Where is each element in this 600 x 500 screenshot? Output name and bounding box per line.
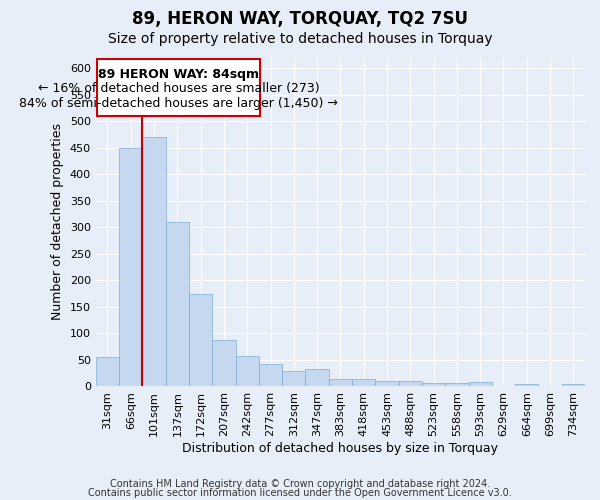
Bar bbox=[166, 222, 189, 386]
Bar bbox=[422, 382, 445, 386]
Bar bbox=[212, 340, 236, 386]
Text: Size of property relative to detached houses in Torquay: Size of property relative to detached ho… bbox=[107, 32, 493, 46]
Text: 89 HERON WAY: 84sqm: 89 HERON WAY: 84sqm bbox=[98, 68, 259, 81]
FancyBboxPatch shape bbox=[97, 58, 260, 116]
Text: Contains HM Land Registry data © Crown copyright and database right 2024.: Contains HM Land Registry data © Crown c… bbox=[110, 479, 490, 489]
Bar bbox=[189, 294, 212, 386]
Bar bbox=[352, 379, 376, 386]
Bar bbox=[376, 381, 398, 386]
Bar bbox=[445, 382, 469, 386]
X-axis label: Distribution of detached houses by size in Torquay: Distribution of detached houses by size … bbox=[182, 442, 499, 455]
Bar bbox=[329, 379, 352, 386]
Bar bbox=[236, 356, 259, 386]
Bar bbox=[142, 137, 166, 386]
Text: 89, HERON WAY, TORQUAY, TQ2 7SU: 89, HERON WAY, TORQUAY, TQ2 7SU bbox=[132, 10, 468, 28]
Text: 84% of semi-detached houses are larger (1,450) →: 84% of semi-detached houses are larger (… bbox=[19, 97, 338, 110]
Bar bbox=[562, 384, 585, 386]
Bar bbox=[305, 370, 329, 386]
Text: Contains public sector information licensed under the Open Government Licence v3: Contains public sector information licen… bbox=[88, 488, 512, 498]
Y-axis label: Number of detached properties: Number of detached properties bbox=[51, 124, 64, 320]
Bar bbox=[96, 358, 119, 386]
Text: ← 16% of detached houses are smaller (273): ← 16% of detached houses are smaller (27… bbox=[38, 82, 319, 96]
Bar bbox=[515, 384, 538, 386]
Bar bbox=[282, 370, 305, 386]
Bar bbox=[259, 364, 282, 386]
Bar bbox=[469, 382, 492, 386]
Bar bbox=[119, 148, 142, 386]
Bar bbox=[398, 381, 422, 386]
